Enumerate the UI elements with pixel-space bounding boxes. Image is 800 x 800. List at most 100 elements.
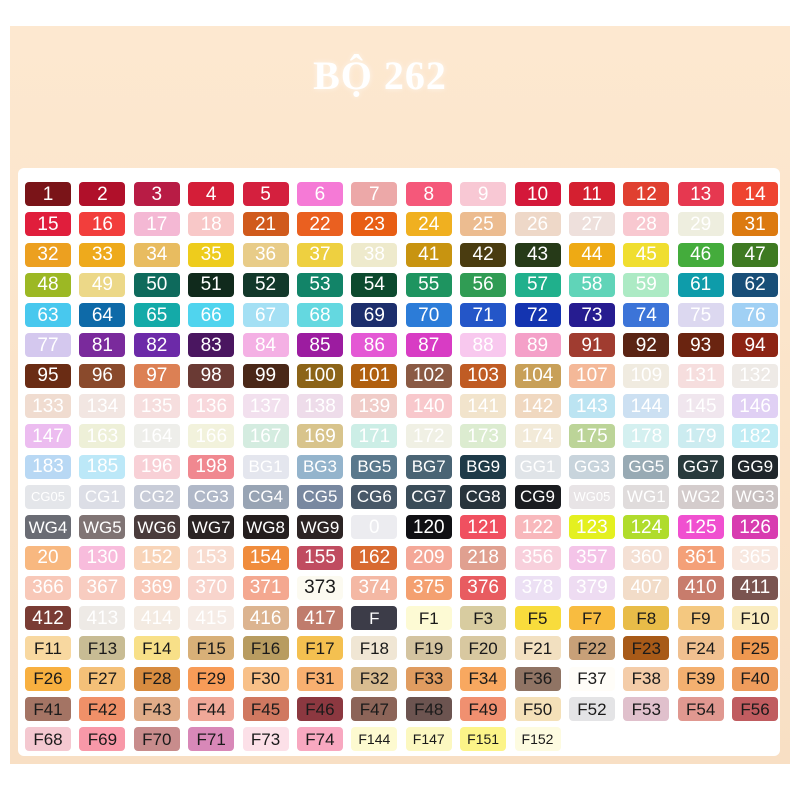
color-swatch: F40 <box>732 666 779 691</box>
color-swatch: 46 <box>677 242 724 267</box>
color-swatch: CG6 <box>351 484 398 509</box>
color-swatch: 375 <box>405 575 452 600</box>
color-swatch: 50 <box>133 272 180 297</box>
color-swatch: 42 <box>460 242 507 267</box>
color-swatch: GG9 <box>732 454 779 479</box>
color-swatch: 57 <box>514 272 561 297</box>
color-swatch: 132 <box>732 363 779 388</box>
color-swatch: F147 <box>405 727 452 752</box>
color-swatch: 52 <box>242 272 289 297</box>
color-swatch: 154 <box>242 545 289 570</box>
color-swatch: 145 <box>677 394 724 419</box>
color-swatch: 53 <box>296 272 343 297</box>
color-swatch: 412 <box>25 606 71 631</box>
color-swatch: F <box>351 606 398 631</box>
color-swatch: 370 <box>188 575 235 600</box>
color-swatch: F34 <box>460 666 507 691</box>
color-swatch: 44 <box>568 242 615 267</box>
color-swatch: 70 <box>405 303 452 328</box>
color-swatch: 410 <box>677 575 724 600</box>
color-swatch: F73 <box>242 727 289 752</box>
color-swatch: 99 <box>242 363 289 388</box>
color-swatch: 73 <box>568 303 615 328</box>
color-swatch: 0 <box>351 515 398 540</box>
color-swatch: 146 <box>732 394 779 419</box>
color-swatch: 15 <box>25 212 71 237</box>
color-swatch: F71 <box>188 727 235 752</box>
color-swatch: 138 <box>296 394 343 419</box>
color-swatch: 91 <box>568 333 615 358</box>
color-swatch: F29 <box>188 666 235 691</box>
color-swatch: 36 <box>242 242 289 267</box>
color-swatch: F15 <box>188 636 235 661</box>
color-swatch: 155 <box>296 545 343 570</box>
color-swatch: 198 <box>188 454 235 479</box>
color-swatch: 103 <box>460 363 507 388</box>
color-swatch: 7 <box>351 182 398 206</box>
color-swatch: 373 <box>296 575 343 600</box>
color-swatch: BG9 <box>460 454 507 479</box>
color-swatch: F46 <box>296 697 343 722</box>
color-swatch: 8 <box>405 182 452 206</box>
color-swatch: 20 <box>25 545 71 570</box>
color-swatch: F8 <box>623 606 670 631</box>
color-swatch: 56 <box>460 272 507 297</box>
color-swatch: WG7 <box>188 515 235 540</box>
color-swatch: 142 <box>514 394 561 419</box>
color-swatch: 29 <box>677 212 724 237</box>
color-swatch: 120 <box>405 515 452 540</box>
color-swatch: 21 <box>242 212 289 237</box>
color-swatch: 139 <box>351 394 398 419</box>
color-swatch: F144 <box>351 727 398 752</box>
color-swatch: 95 <box>25 363 71 388</box>
color-swatch: F16 <box>242 636 289 661</box>
color-swatch: 96 <box>79 363 126 388</box>
color-swatch: 179 <box>677 424 724 449</box>
color-swatch: 107 <box>568 363 615 388</box>
color-swatch: 411 <box>732 575 779 600</box>
color-swatch: F30 <box>242 666 289 691</box>
color-swatch: 109 <box>623 363 670 388</box>
color-swatch: 28 <box>623 212 670 237</box>
color-swatch: 10 <box>514 182 561 206</box>
color-swatch: 26 <box>514 212 561 237</box>
color-swatch: CG5 <box>296 484 343 509</box>
color-swatch-grid: 1 2 3 4 5 6 7 8 9 10 11 12 13 14 15 16 17 18 21 22 23 24 25 26 2… <box>25 182 779 752</box>
color-swatch: F45 <box>242 697 289 722</box>
color-swatch: 163 <box>79 424 126 449</box>
color-swatch: 88 <box>460 333 507 358</box>
color-swatch: 415 <box>188 606 235 631</box>
color-swatch: 131 <box>677 363 724 388</box>
color-swatch: F36 <box>514 666 561 691</box>
color-swatch: 12 <box>623 182 670 206</box>
color-swatch: F20 <box>460 636 507 661</box>
color-swatch: CG9 <box>514 484 561 509</box>
color-swatch: CG3 <box>188 484 235 509</box>
color-swatch: 360 <box>623 545 670 570</box>
color-swatch: 417 <box>296 606 343 631</box>
color-swatch: 11 <box>568 182 615 206</box>
color-swatch: 75 <box>677 303 724 328</box>
color-swatch: 23 <box>351 212 398 237</box>
color-swatch: F42 <box>79 697 126 722</box>
color-swatch: 379 <box>568 575 615 600</box>
color-swatch: 153 <box>188 545 235 570</box>
color-swatch: 64 <box>79 303 126 328</box>
color-swatch: 414 <box>133 606 180 631</box>
color-swatch: CG8 <box>460 484 507 509</box>
color-swatch: 83 <box>188 333 235 358</box>
color-swatch: 123 <box>568 515 615 540</box>
color-swatch: 175 <box>568 424 615 449</box>
color-swatch: CG2 <box>133 484 180 509</box>
color-swatch: 16 <box>79 212 126 237</box>
color-swatch: 100 <box>296 363 343 388</box>
color-swatch: F3 <box>460 606 507 631</box>
color-swatch: F151 <box>460 727 507 752</box>
color-swatch: 183 <box>25 454 71 479</box>
color-swatch: 35 <box>188 242 235 267</box>
color-swatch: 2 <box>79 182 126 206</box>
color-swatch: 82 <box>133 333 180 358</box>
color-swatch: CG4 <box>242 484 289 509</box>
color-swatch: 97 <box>133 363 180 388</box>
color-swatch: 58 <box>568 272 615 297</box>
